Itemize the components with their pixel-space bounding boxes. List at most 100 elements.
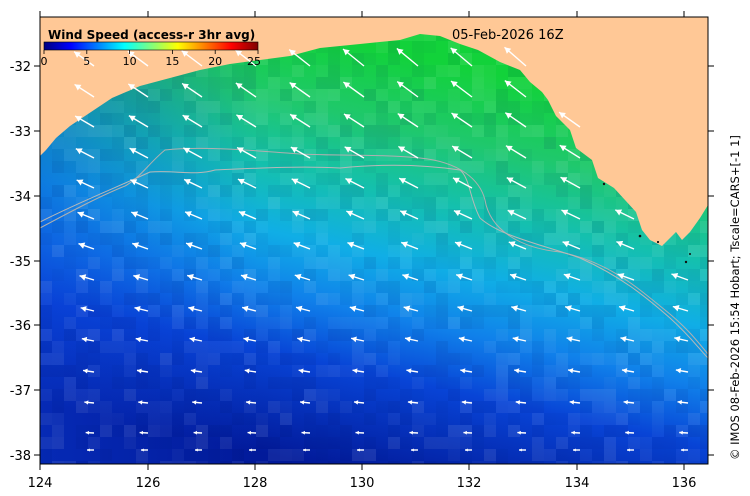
wind-arrow — [679, 430, 689, 435]
wind-arrow — [508, 241, 527, 250]
wind-arrow — [139, 430, 149, 435]
wind-arrow — [519, 448, 526, 452]
colorbar-tick-label: 15 — [165, 55, 179, 68]
wind-arrow — [616, 240, 635, 250]
wind-arrow — [457, 305, 473, 312]
wind-arrow — [506, 176, 527, 189]
wind-arrow — [403, 305, 419, 312]
wind-arrow — [193, 430, 203, 435]
wind-arrow — [406, 368, 419, 374]
wind-arrow — [455, 273, 473, 281]
wind-arrow — [504, 112, 527, 128]
colorbar-tick-label: 5 — [83, 55, 90, 68]
wind-arrow — [184, 211, 203, 220]
wind-arrow — [290, 146, 311, 159]
wind-arrow — [127, 83, 149, 98]
colorbar-tick-label: 20 — [208, 55, 222, 68]
wind-arrow — [138, 400, 149, 405]
wind-arrow — [573, 448, 580, 452]
wind-arrow — [505, 145, 527, 159]
wind-arrow — [357, 448, 364, 452]
wind-arrow — [31, 430, 41, 435]
wind-arrow — [463, 430, 473, 435]
wind-arrow — [289, 113, 311, 128]
wind-arrow — [294, 273, 311, 281]
wind-arrow — [617, 273, 635, 281]
wind-arrow — [461, 400, 473, 405]
wind-arrow — [563, 273, 581, 281]
wind-arrow — [130, 179, 149, 189]
wind-arrow — [291, 178, 311, 189]
wind-arrow — [183, 178, 203, 189]
wind-arrow — [507, 209, 527, 220]
wind-arrow — [504, 79, 527, 98]
shelf-contour-inner — [40, 164, 708, 359]
wind-arrow — [558, 111, 581, 128]
wind-arrow — [182, 114, 203, 128]
wind-arrow — [465, 448, 472, 452]
wind-arrow — [559, 144, 581, 159]
coastal-islands — [602, 182, 691, 264]
wind-arrow — [614, 209, 635, 220]
wind-arrow — [623, 400, 635, 405]
colorbar-tick-label: 25 — [247, 55, 261, 68]
wind-arrow — [511, 305, 527, 312]
x-tick-label: 128 — [243, 476, 268, 491]
wind-arrow — [567, 368, 581, 374]
shelf-contour-outer — [40, 147, 708, 355]
wind-arrow — [240, 273, 257, 281]
wind-arrow — [353, 400, 365, 405]
y-tick-label: -34 — [10, 190, 31, 205]
wind-arrow — [33, 448, 40, 452]
wind-arrow — [25, 274, 41, 281]
wind-arrow — [236, 114, 257, 128]
wind-arrow — [23, 211, 41, 220]
wind-arrow — [677, 399, 689, 405]
wind-arrow — [22, 179, 41, 189]
wind-arrow — [303, 448, 310, 452]
wind-arrow — [675, 368, 689, 374]
wind-arrow — [453, 210, 473, 220]
map-frame — [39, 16, 709, 465]
wind-arrow — [674, 336, 689, 343]
wind-arrow — [348, 273, 365, 281]
wind-arrow — [454, 241, 473, 250]
wind-arrow — [129, 147, 149, 159]
wind-arrow — [404, 336, 419, 343]
y-tick-label: -33 — [10, 125, 31, 140]
wind-arrow — [512, 336, 527, 343]
wind-arrow — [190, 368, 203, 374]
x-tick-label: 124 — [28, 476, 53, 491]
wind-arrow — [344, 146, 365, 159]
wind-arrow — [185, 242, 203, 250]
wind-arrow — [301, 430, 311, 435]
wind-arrow — [451, 145, 473, 159]
wind-arrow — [560, 176, 581, 189]
wind-arrow — [297, 336, 311, 343]
wind-arrow — [238, 210, 257, 220]
wind-arrow — [681, 448, 688, 452]
wind-arrow — [569, 400, 581, 405]
wind-arrow — [141, 448, 148, 452]
map-date: 05-Feb-2026 16Z — [452, 28, 564, 43]
wind-arrow — [21, 115, 41, 128]
wind-arrow — [564, 305, 581, 312]
wind-arrow — [24, 242, 41, 250]
x-tick-label: 130 — [350, 476, 375, 491]
wind-arrow — [243, 336, 257, 343]
x-axis: 124 126 128 130 132 134 136 — [28, 11, 697, 491]
wind-arrow — [26, 306, 41, 313]
wind-arrow — [402, 273, 419, 281]
wind-arrow — [349, 305, 365, 312]
wind-arrow — [236, 146, 257, 159]
x-tick-label: 136 — [672, 476, 697, 491]
wind-arrow — [299, 400, 311, 405]
wind-arrow — [237, 178, 257, 189]
wind-arrow — [181, 82, 203, 98]
y-tick-label: -32 — [10, 60, 31, 75]
wind-arrow — [409, 430, 419, 435]
wind-arrow — [234, 49, 257, 67]
wind-arrow — [625, 430, 635, 435]
wind-arrow — [400, 241, 419, 250]
